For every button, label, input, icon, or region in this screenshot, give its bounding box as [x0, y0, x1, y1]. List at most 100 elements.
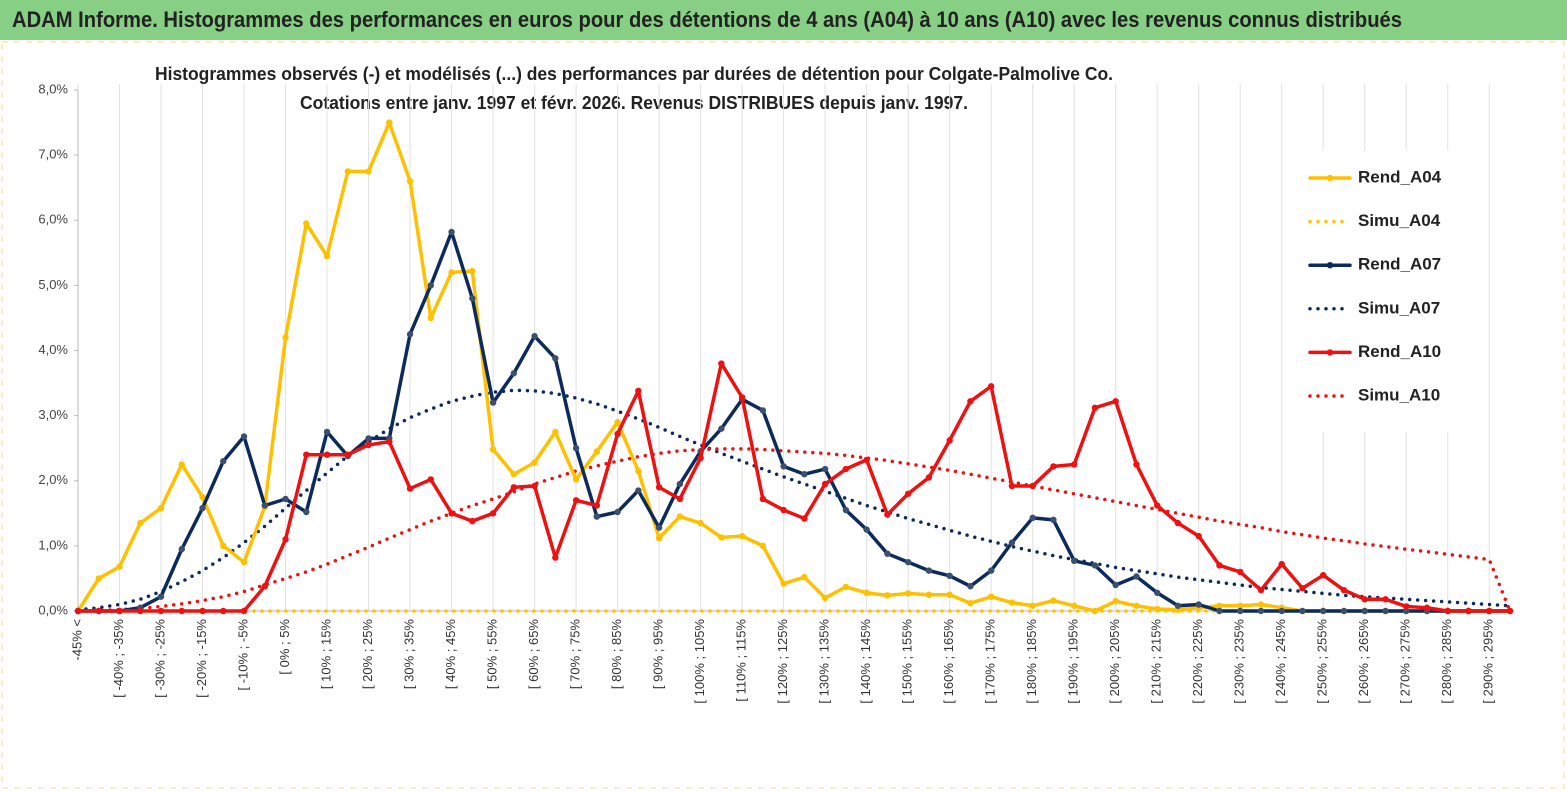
point: [157, 593, 165, 600]
x-tick-label: [ 130% ; 135%: [817, 619, 832, 704]
point: [240, 607, 248, 615]
point: [365, 441, 372, 449]
point: [427, 282, 435, 289]
banner-title: ADAM Informe. Histogrammes des performan…: [12, 7, 1402, 32]
point: [967, 398, 974, 405]
banner: [0, 0, 1567, 40]
point: [261, 502, 268, 509]
x-tick-label: [ 10% ; 15%: [318, 619, 333, 690]
x-tick-label: [ -10% ; -5%: [235, 619, 250, 691]
point: [344, 168, 351, 175]
point: [780, 463, 787, 470]
point: [863, 589, 870, 596]
legend-marker: [1326, 349, 1334, 356]
x-tick-label: [ -40% ; -35%: [111, 619, 126, 698]
point: [780, 580, 787, 587]
point: [469, 295, 476, 302]
point: [531, 482, 538, 490]
point: [220, 458, 227, 465]
point: [1070, 461, 1078, 468]
point: [572, 497, 580, 504]
point: [116, 563, 123, 570]
point: [386, 438, 393, 445]
point: [137, 519, 144, 527]
point: [240, 558, 248, 566]
point: [448, 269, 455, 276]
point: [1237, 568, 1244, 576]
legend-label: Simu_A07: [1358, 298, 1440, 317]
point: [1195, 532, 1202, 540]
x-tick-label: [ 90% ; 95%: [651, 619, 666, 690]
point: [842, 465, 850, 473]
point: [427, 314, 435, 322]
point: [1008, 599, 1016, 606]
point: [1216, 607, 1223, 615]
point: [1340, 607, 1348, 615]
point: [821, 480, 829, 488]
point: [1029, 514, 1036, 522]
point: [987, 567, 995, 574]
point: [821, 594, 829, 602]
point: [552, 428, 559, 436]
point: [1506, 607, 1514, 615]
y-tick-label: 4,0%: [38, 342, 68, 357]
point: [1382, 607, 1389, 615]
x-tick-label: [ 230% ; 235%: [1232, 619, 1247, 704]
point: [572, 476, 580, 483]
point: [1133, 602, 1140, 609]
point: [178, 545, 185, 553]
y-tick-label: 3,0%: [38, 407, 68, 422]
point: [323, 252, 331, 260]
y-tick-label: 5,0%: [38, 277, 68, 292]
x-tick-label: [ -30% ; -25%: [152, 619, 167, 698]
legend-label: Rend_A07: [1358, 255, 1441, 274]
x-tick-label: [ 270% ; 275%: [1398, 619, 1413, 704]
chart-border: [1, 41, 1565, 789]
point: [1382, 596, 1389, 603]
x-tick-label: -45% <: [69, 619, 84, 661]
point: [1257, 586, 1265, 594]
point: [489, 399, 497, 406]
point: [946, 572, 953, 580]
point: [137, 607, 144, 615]
point: [987, 383, 995, 390]
point: [614, 418, 621, 426]
point: [1174, 519, 1182, 527]
point: [780, 506, 787, 514]
point: [863, 456, 870, 464]
x-tick-label: [ 120% ; 125%: [775, 619, 790, 704]
series-line: [76, 447, 1512, 613]
point: [1112, 398, 1119, 405]
plot: -45% < [ -40% ; -35% [ -30% ; -25% [ -20% ;…: [38, 81, 1514, 704]
point: [1091, 562, 1099, 569]
point: [1070, 557, 1078, 565]
point: [1091, 404, 1099, 412]
point: [614, 508, 621, 516]
chart-title: Histogrammes observés (-) et modélisés (…: [155, 64, 1113, 84]
point: [635, 487, 642, 494]
point: [1174, 602, 1182, 609]
y-tick-label: 2,0%: [38, 472, 68, 487]
legend-marker: [1326, 174, 1334, 182]
series-line: [76, 361, 1512, 613]
point: [1050, 516, 1057, 524]
point: [759, 495, 767, 503]
x-tick-label: [ 160% ; 165%: [941, 619, 956, 704]
point: [552, 554, 559, 561]
point: [1278, 607, 1285, 615]
point: [1237, 602, 1244, 609]
point: [1486, 607, 1493, 615]
point: [1299, 585, 1306, 592]
x-tick-label: [ 280% ; 285%: [1439, 619, 1454, 704]
point: [406, 485, 414, 492]
x-tick-label: [ 60% ; 65%: [526, 619, 541, 690]
point: [116, 607, 123, 615]
y-tick-label: 0,0%: [38, 602, 68, 617]
point: [510, 471, 518, 478]
point: [697, 519, 704, 527]
point: [365, 435, 372, 442]
point: [1133, 573, 1140, 580]
x-tick-label: [ -20% ; -15%: [194, 619, 209, 698]
point: [1008, 539, 1016, 546]
point: [593, 513, 601, 520]
